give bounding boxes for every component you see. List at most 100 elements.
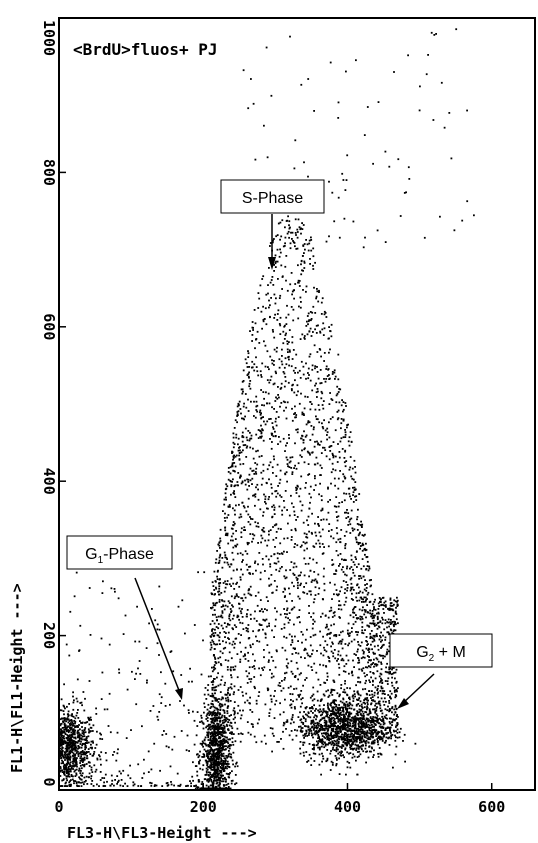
scatter-point (301, 255, 304, 257)
scatter-point (258, 455, 261, 458)
scatter-point (350, 739, 353, 741)
scatter-point (242, 709, 244, 712)
scatter-point (336, 519, 339, 522)
scatter-point (273, 293, 276, 296)
scatter-point (344, 600, 347, 603)
scatter-point (268, 533, 270, 536)
scatter-point (322, 407, 325, 410)
scatter-point (59, 709, 61, 712)
scatter-point (223, 785, 225, 787)
scatter-point (350, 517, 353, 520)
scatter-point (349, 518, 351, 521)
scatter-point (77, 732, 80, 734)
scatter-point (367, 713, 370, 716)
scatter-point (353, 755, 356, 758)
scatter-point (300, 509, 303, 512)
scatter-point (343, 457, 346, 459)
scatter-point (325, 623, 328, 626)
scatter-point (86, 757, 89, 760)
scatter-point (337, 409, 340, 412)
scatter-point (367, 699, 369, 702)
scatter-point (218, 717, 220, 720)
scatter-point (314, 312, 317, 314)
scatter-point (215, 779, 218, 782)
scatter-point (340, 586, 343, 589)
scatter-point (305, 239, 307, 241)
scatter-point (337, 719, 340, 721)
scatter-point (352, 599, 354, 601)
scatter-point (336, 744, 338, 747)
scatter-point (299, 296, 302, 299)
scatter-point (331, 724, 333, 727)
scatter-point (342, 738, 345, 741)
scatter-point (61, 738, 64, 741)
scatter-point (249, 380, 252, 382)
scatter-point (72, 765, 75, 768)
scatter-point (62, 717, 64, 720)
scatter-point (213, 589, 216, 591)
scatter-point (275, 411, 278, 413)
scatter-point (255, 472, 258, 475)
scatter-point (249, 585, 252, 588)
scatter-point (213, 780, 215, 782)
scatter-point (219, 727, 222, 730)
scatter-point (298, 285, 301, 287)
scatter-point (343, 535, 346, 537)
scatter-point (395, 730, 397, 732)
scatter-point (275, 372, 277, 375)
scatter-point (207, 736, 210, 739)
scatter-point (223, 748, 226, 751)
scatter-point (234, 419, 237, 422)
scatter-point (284, 226, 286, 229)
scatter-point (344, 706, 347, 708)
scatter-point (66, 734, 69, 736)
scatter-point (224, 718, 227, 721)
scatter-point (308, 452, 311, 455)
scatter-point (63, 763, 66, 766)
scatter-point (331, 741, 334, 744)
scatter-point (64, 724, 67, 727)
scatter-point (255, 467, 258, 470)
scatter-point (372, 651, 375, 654)
scatter-point (244, 427, 247, 430)
scatter-point (220, 614, 223, 617)
scatter-point (299, 500, 302, 503)
scatter-point (299, 741, 302, 743)
scatter-point (314, 477, 316, 480)
scatter-point (337, 730, 340, 733)
scatter-point (202, 764, 205, 767)
scatter-point (319, 330, 321, 333)
scatter-point (259, 435, 262, 438)
scatter-point (218, 541, 221, 544)
scatter-point (344, 732, 347, 735)
scatter-point (344, 748, 346, 751)
scatter-point (256, 404, 259, 407)
scatter-point (241, 392, 244, 395)
scatter-point (352, 718, 355, 720)
scatter-point (356, 735, 359, 738)
scatter-point (206, 750, 208, 753)
scatter-point (254, 595, 257, 597)
scatter-point (316, 371, 319, 373)
scatter-point (235, 782, 238, 785)
scatter-point (83, 758, 86, 761)
scatter-point (396, 728, 399, 731)
scatter-point (345, 581, 348, 583)
scatter-point (279, 494, 281, 497)
scatter-point (207, 787, 210, 790)
scatter-point (221, 763, 224, 765)
scatter-point (328, 657, 331, 659)
scatter-point (249, 533, 252, 535)
scatter-point (269, 565, 272, 568)
scatter-point (86, 740, 88, 742)
scatter-point (362, 744, 364, 746)
scatter-point (378, 725, 381, 728)
scatter-point (279, 469, 282, 472)
scatter-point (219, 787, 222, 790)
scatter-point (275, 260, 277, 263)
scatter-point (299, 752, 302, 755)
scatter-point (361, 591, 364, 594)
scatter-point (212, 761, 214, 764)
scatter-point (235, 433, 238, 436)
scatter-point (337, 752, 340, 755)
